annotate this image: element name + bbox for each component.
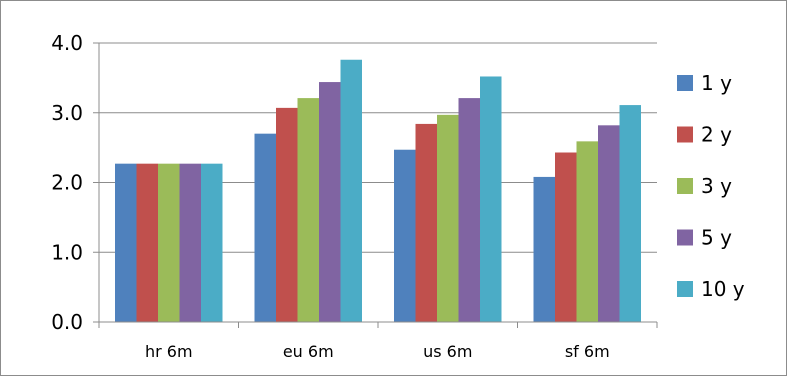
legend-swatch (677, 126, 693, 143)
x-axis-tick-labels: hr 6m eu 6m us 6m sf 6m (145, 342, 610, 361)
y-tick-label: 0.0 (51, 310, 83, 334)
legend-label: 10 y (701, 277, 745, 301)
legend-label: 3 y (701, 174, 732, 198)
legend-swatch (677, 75, 693, 91)
y-tick-label: 2.0 (51, 171, 83, 195)
bars (115, 59, 641, 323)
bar (201, 163, 223, 322)
x-tick-label: us 6m (423, 342, 472, 361)
bar (576, 141, 598, 322)
legend: 1 y 2 y 3 y 5 y 10 y (677, 71, 745, 301)
bar (533, 176, 555, 322)
legend-label: 5 y (701, 226, 732, 250)
y-axis-tick-labels: 0.0 1.0 2.0 3.0 4.0 (51, 31, 83, 334)
bar (598, 125, 620, 322)
x-tick-label: sf 6m (565, 342, 610, 361)
bar (254, 133, 276, 322)
bar (179, 163, 201, 322)
x-tick-label: hr 6m (145, 342, 193, 361)
bar (555, 152, 577, 322)
legend-swatch (677, 229, 693, 246)
legend-swatch (677, 281, 693, 297)
bar (297, 98, 319, 322)
bar (136, 163, 158, 322)
bar (158, 163, 180, 322)
bar (619, 105, 641, 322)
y-tick-label: 4.0 (51, 31, 83, 55)
bar (394, 149, 416, 322)
bar (480, 76, 502, 322)
legend-swatch (677, 178, 693, 194)
bar (115, 163, 137, 322)
axes (93, 42, 658, 328)
y-tick-label: 1.0 (51, 240, 83, 264)
x-tick-label: eu 6m (283, 342, 334, 361)
legend-label: 2 y (701, 123, 732, 147)
bar (415, 123, 437, 322)
bar (437, 114, 459, 322)
y-tick-label: 3.0 (51, 101, 83, 125)
bar (340, 59, 362, 323)
bar (458, 98, 480, 322)
legend-label: 1 y (701, 71, 732, 95)
bar (276, 107, 298, 323)
bar (319, 82, 341, 322)
